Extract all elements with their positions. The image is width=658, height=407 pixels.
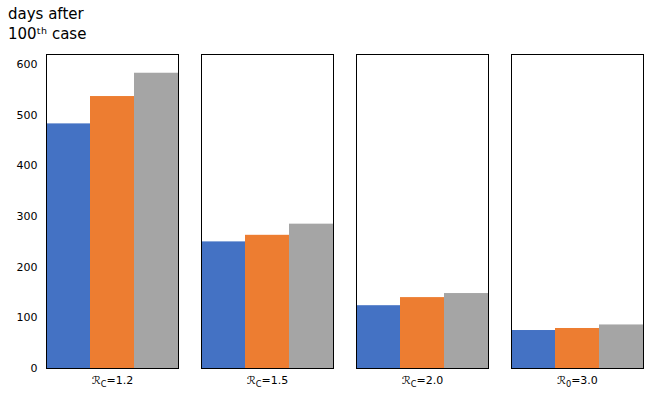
svg-text:600: 600: [17, 58, 38, 71]
svg-text:400: 400: [17, 159, 38, 172]
svg-text:ℛC=1.2: ℛC=1.2: [92, 373, 133, 388]
svg-text:ℛC=2.0: ℛC=2.0: [402, 373, 443, 388]
svg-text:100: 100: [17, 311, 38, 324]
svg-text:ℛ0=3.0: ℛ0=3.0: [557, 373, 598, 388]
svg-text:0: 0: [31, 362, 38, 375]
html-text:100ᵗʰ case: 100ᵗʰ case: [8, 25, 87, 43]
svg-text:200: 200: [17, 261, 38, 274]
html-text:days after: days after: [8, 5, 84, 23]
svg-text:ℛC=1.5: ℛC=1.5: [247, 373, 288, 388]
svg-text:500: 500: [17, 109, 38, 122]
svg-text:300: 300: [17, 210, 38, 223]
